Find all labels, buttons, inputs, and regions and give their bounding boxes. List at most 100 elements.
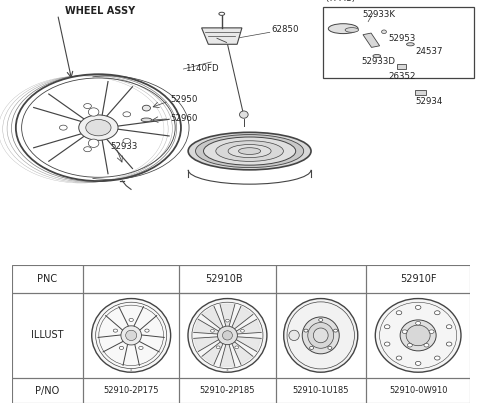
Circle shape [319, 318, 323, 322]
Ellipse shape [192, 302, 263, 369]
Ellipse shape [328, 24, 358, 34]
Text: 52933K: 52933K [362, 11, 395, 20]
Ellipse shape [407, 43, 414, 46]
Text: 52933: 52933 [110, 142, 138, 151]
Bar [180, 378, 276, 403]
Bar [366, 378, 470, 403]
Ellipse shape [121, 326, 142, 345]
Ellipse shape [79, 115, 118, 140]
Ellipse shape [382, 30, 386, 34]
Text: P/NO: P/NO [36, 385, 60, 396]
Circle shape [226, 319, 229, 322]
Circle shape [216, 346, 220, 349]
Text: 52910B: 52910B [205, 274, 243, 284]
Ellipse shape [141, 118, 152, 122]
Circle shape [119, 346, 124, 350]
Ellipse shape [400, 320, 436, 351]
Ellipse shape [60, 125, 67, 130]
Text: 62850: 62850 [271, 25, 299, 34]
Ellipse shape [204, 137, 296, 165]
Ellipse shape [92, 299, 171, 372]
Ellipse shape [240, 111, 248, 118]
Ellipse shape [188, 132, 311, 170]
Ellipse shape [287, 302, 354, 369]
Circle shape [130, 369, 132, 371]
Ellipse shape [142, 105, 151, 111]
Bar [83, 265, 180, 293]
Ellipse shape [308, 322, 334, 348]
Polygon shape [220, 342, 235, 366]
Bar [276, 265, 366, 293]
Circle shape [429, 330, 434, 333]
Polygon shape [220, 304, 235, 329]
Circle shape [227, 369, 228, 371]
Ellipse shape [239, 148, 261, 154]
Circle shape [304, 329, 308, 332]
Polygon shape [234, 319, 261, 334]
Text: 52960: 52960 [170, 114, 198, 123]
Ellipse shape [84, 147, 91, 152]
Text: WHEEL ASSY: WHEEL ASSY [65, 6, 135, 16]
Polygon shape [193, 319, 221, 334]
Circle shape [240, 330, 244, 332]
Text: 52910-1U185: 52910-1U185 [292, 386, 349, 395]
Ellipse shape [380, 302, 456, 369]
Text: 52934: 52934 [415, 96, 443, 105]
Ellipse shape [217, 326, 238, 345]
Ellipse shape [373, 55, 381, 57]
Ellipse shape [302, 317, 339, 354]
Text: 24537: 24537 [415, 47, 443, 56]
Text: 52910-0W910: 52910-0W910 [389, 386, 447, 395]
Ellipse shape [216, 141, 283, 162]
Text: 52953: 52953 [389, 34, 416, 43]
Circle shape [219, 12, 225, 15]
Circle shape [145, 329, 149, 332]
Ellipse shape [123, 138, 131, 144]
Ellipse shape [228, 144, 271, 158]
Ellipse shape [289, 330, 299, 341]
Bar [363, 33, 380, 47]
Ellipse shape [284, 299, 358, 372]
Ellipse shape [188, 299, 267, 372]
Ellipse shape [123, 112, 131, 117]
Bar [415, 90, 426, 95]
Text: 52933D: 52933D [361, 57, 395, 66]
Ellipse shape [96, 302, 167, 369]
Bar [12, 293, 83, 378]
Polygon shape [193, 337, 221, 352]
Text: 52910F: 52910F [400, 274, 436, 284]
Circle shape [434, 311, 440, 315]
Circle shape [396, 311, 402, 315]
Ellipse shape [375, 299, 461, 372]
Circle shape [408, 344, 412, 347]
Circle shape [211, 330, 215, 332]
Text: 52910-2P175: 52910-2P175 [103, 386, 159, 395]
Polygon shape [231, 306, 253, 330]
Text: 26352: 26352 [389, 72, 416, 81]
Circle shape [328, 346, 332, 349]
Text: PNC: PNC [37, 274, 58, 284]
Ellipse shape [222, 331, 232, 340]
Circle shape [434, 356, 440, 360]
Bar [83, 378, 180, 403]
Circle shape [446, 325, 452, 329]
Text: 52950: 52950 [170, 95, 198, 104]
Text: ILLUST: ILLUST [31, 330, 64, 340]
Bar [276, 293, 366, 378]
Circle shape [402, 330, 407, 333]
Bar [180, 265, 276, 293]
Bar [366, 293, 470, 378]
Ellipse shape [195, 135, 304, 168]
Ellipse shape [86, 120, 111, 136]
Circle shape [415, 305, 421, 309]
Circle shape [139, 346, 143, 350]
Ellipse shape [406, 325, 430, 346]
Text: 1140FD: 1140FD [185, 64, 218, 73]
Bar [323, 7, 474, 78]
Polygon shape [202, 28, 242, 44]
Circle shape [416, 322, 420, 325]
Ellipse shape [313, 328, 328, 343]
Ellipse shape [88, 108, 99, 116]
Polygon shape [202, 340, 224, 364]
Bar [12, 265, 83, 293]
